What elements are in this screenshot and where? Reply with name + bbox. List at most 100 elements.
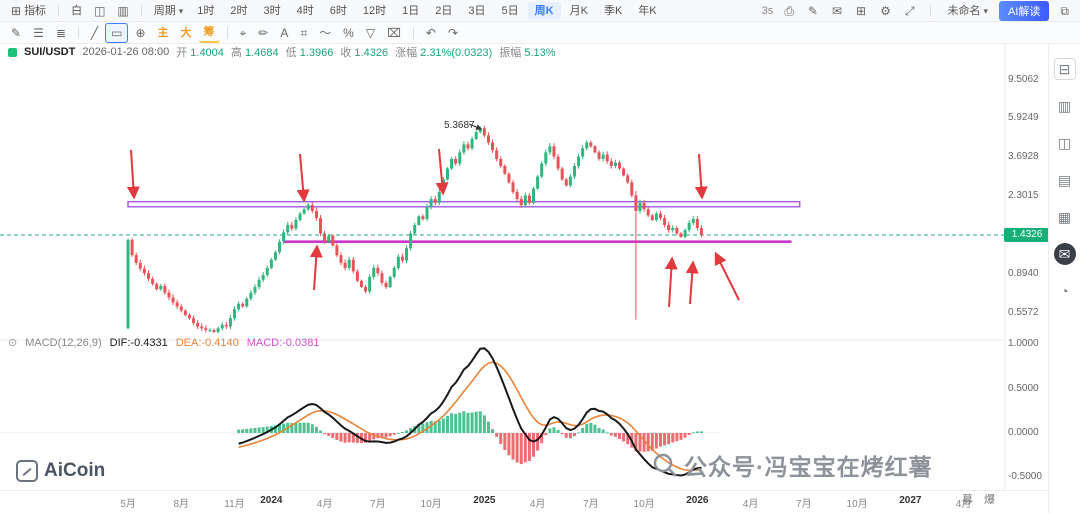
chip-burst-label[interactable]: 募 爆 bbox=[962, 494, 1000, 506]
candle bbox=[237, 303, 241, 310]
favorite-tab-主[interactable]: 主 bbox=[153, 24, 174, 42]
candle bbox=[658, 213, 662, 219]
magnifier-icon bbox=[653, 453, 677, 477]
timeframe-1时[interactable]: 1时 bbox=[190, 2, 221, 20]
undo-button[interactable]: ↶ bbox=[421, 24, 441, 42]
macd-toggle-icon[interactable]: ⊙ bbox=[8, 337, 18, 349]
divider bbox=[226, 26, 228, 39]
chat-icon[interactable]: ✉ bbox=[1053, 243, 1076, 265]
macd-histogram-bar bbox=[425, 422, 429, 433]
candle bbox=[544, 152, 548, 164]
timeframe-2日[interactable]: 2日 bbox=[428, 2, 459, 20]
timeframe-2时[interactable]: 2时 bbox=[223, 2, 254, 20]
candle bbox=[667, 224, 671, 231]
grid-icon[interactable]: ▦ bbox=[1054, 206, 1076, 228]
fullscreen-icon: ⤢ bbox=[904, 3, 915, 18]
candle bbox=[499, 158, 503, 166]
resistance-zone-box bbox=[127, 200, 801, 208]
brush-tool-button[interactable]: ✏ bbox=[253, 24, 273, 42]
candle bbox=[683, 230, 687, 237]
volume-profile-button[interactable]: ▥ bbox=[112, 2, 133, 20]
annotation-arrow bbox=[309, 244, 323, 291]
timeframe-12时[interactable]: 12时 bbox=[356, 2, 393, 20]
delete-tool-button[interactable]: ⌧ bbox=[382, 24, 406, 42]
comment-icon-button[interactable]: ✉ bbox=[827, 2, 847, 20]
macd-histogram-bar bbox=[556, 429, 560, 433]
segments-tool-icon: ≣ bbox=[55, 25, 66, 40]
text-tool-button[interactable]: A bbox=[275, 24, 293, 42]
timeframe-1日[interactable]: 1日 bbox=[395, 2, 426, 20]
camera-icon-button[interactable]: ⎙ bbox=[779, 2, 799, 20]
share-button[interactable]: ⧉ bbox=[1055, 2, 1074, 20]
macd-tick: 0.5000 bbox=[1008, 382, 1039, 394]
time-tick: 10月 bbox=[846, 499, 868, 510]
panel-toggle-icon[interactable]: ⊟ bbox=[1053, 58, 1076, 80]
trendline-tool-button[interactable]: ╱ bbox=[86, 24, 103, 42]
macd-histogram-bar bbox=[577, 432, 581, 434]
macd-histogram-bar bbox=[450, 413, 454, 433]
macd-tick: 1.0000 bbox=[1008, 338, 1039, 350]
favorite-tab-筹[interactable]: 筹 bbox=[198, 23, 220, 43]
layout-name-dropdown[interactable]: 未命名 ▾ bbox=[942, 2, 993, 20]
percent-tool-button[interactable]: % bbox=[338, 24, 359, 42]
measure-tool-button[interactable]: ⌗ bbox=[295, 24, 312, 42]
timeframe-周K[interactable]: 周K bbox=[527, 1, 561, 20]
timeframe-4时[interactable]: 4时 bbox=[290, 2, 321, 20]
filter-tool-icon: ▽ bbox=[365, 25, 376, 40]
settings-icon-button[interactable]: ⚙ bbox=[875, 2, 896, 20]
macd-histogram-bar bbox=[388, 433, 392, 437]
list-tool-button[interactable]: ☰ bbox=[28, 24, 49, 42]
fullscreen-icon-button[interactable]: ⤢ bbox=[900, 2, 920, 20]
pencil-tool-button[interactable]: ✎ bbox=[6, 24, 26, 42]
timeframe-3日[interactable]: 3日 bbox=[461, 2, 492, 20]
refresh-interval[interactable]: 3s bbox=[761, 4, 774, 17]
layout-split-button[interactable]: ◫ bbox=[89, 2, 110, 20]
candle bbox=[343, 262, 347, 268]
macd-histogram-bar bbox=[372, 433, 376, 440]
period-label: 周期 bbox=[153, 4, 176, 17]
bar-chart-icon[interactable]: ▥ bbox=[1054, 95, 1076, 117]
macd-histogram-bar bbox=[241, 429, 245, 433]
redo-button[interactable]: ↷ bbox=[443, 24, 463, 42]
low-value: 1.3966 bbox=[299, 47, 334, 59]
circle-plus-tool-button[interactable]: ⊕ bbox=[130, 24, 150, 42]
cursor-tool-button[interactable]: ⌖ bbox=[235, 24, 252, 42]
wave-tool-button[interactable]: 〜 bbox=[314, 24, 336, 42]
macd-histogram-bar bbox=[495, 433, 499, 437]
symbol-name[interactable]: SUI/USDT bbox=[24, 46, 76, 58]
time-axis-band bbox=[0, 490, 1048, 513]
theme-label: 白 bbox=[71, 4, 83, 17]
filter-tool-button[interactable]: ▽ bbox=[361, 24, 380, 42]
timeframe-5日[interactable]: 5日 bbox=[495, 2, 526, 20]
favorite-tab-大[interactable]: 大 bbox=[176, 24, 197, 42]
macd-histogram-bar bbox=[675, 433, 679, 442]
timeframe-月K[interactable]: 月K bbox=[563, 2, 595, 20]
candle bbox=[138, 262, 142, 269]
timeframe-年K[interactable]: 年K bbox=[631, 2, 663, 20]
candle bbox=[331, 235, 335, 246]
edit-icon-button[interactable]: ✎ bbox=[803, 2, 823, 20]
segments-tool-button[interactable]: ≣ bbox=[51, 24, 71, 42]
annotation-arrow bbox=[126, 149, 140, 200]
theme-button[interactable]: 白 bbox=[66, 2, 87, 20]
macd-histogram-bar bbox=[597, 428, 601, 433]
candle bbox=[376, 267, 380, 274]
timeframe-3时[interactable]: 3时 bbox=[257, 2, 288, 20]
time-tick: 8月 bbox=[173, 499, 190, 510]
add-window-icon-button[interactable]: ⊞ bbox=[851, 2, 871, 20]
candlestick-icon[interactable]: ◫ bbox=[1054, 132, 1076, 154]
period-dropdown[interactable]: 周期 ▾ bbox=[149, 2, 189, 20]
measure-tool-icon: ⌗ bbox=[300, 25, 308, 40]
candle bbox=[269, 259, 273, 268]
orderbook-icon[interactable]: ▤ bbox=[1054, 169, 1076, 191]
help-icon[interactable]: ◔ bbox=[1054, 280, 1076, 302]
ai-analysis-button[interactable]: AI解读 bbox=[999, 0, 1050, 21]
rect-select-tool-button[interactable]: ▭ bbox=[105, 22, 129, 43]
candle bbox=[196, 323, 200, 327]
timeframe-6时[interactable]: 6时 bbox=[323, 2, 354, 20]
candle bbox=[454, 158, 458, 164]
candle bbox=[319, 218, 323, 234]
timeframe-季K[interactable]: 季K bbox=[597, 2, 629, 20]
indicator-button[interactable]: ⊞ 指标 bbox=[6, 2, 51, 20]
